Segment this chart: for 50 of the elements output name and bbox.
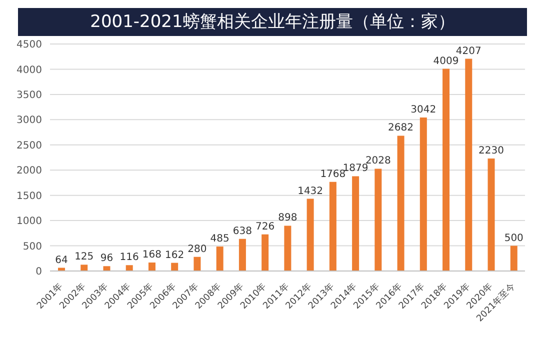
- data-label: 116: [120, 252, 139, 264]
- bar: [329, 182, 336, 271]
- bar: [420, 118, 427, 271]
- bar: [510, 246, 518, 271]
- data-label: 500: [504, 232, 524, 244]
- bar: [262, 234, 269, 271]
- data-label: 638: [232, 226, 252, 237]
- data-label: 1432: [298, 186, 324, 197]
- bar: [103, 266, 110, 271]
- data-label: 125: [74, 252, 94, 263]
- data-label: 898: [278, 212, 298, 224]
- data-label: 280: [188, 244, 207, 255]
- data-label: 96: [100, 253, 114, 264]
- y-tick-label: 2500: [16, 140, 42, 152]
- data-label: 162: [165, 250, 184, 261]
- data-label: 4207: [456, 46, 482, 57]
- bar: [306, 198, 314, 271]
- bar: [374, 168, 382, 271]
- data-label: 168: [142, 250, 162, 261]
- bar: [80, 264, 88, 271]
- data-label: 2230: [478, 146, 504, 157]
- bar: [238, 238, 246, 271]
- y-tick-label: 2000: [16, 166, 42, 177]
- bar: [148, 262, 156, 271]
- data-label: 485: [210, 234, 230, 245]
- bar: [194, 256, 201, 271]
- bar: [216, 246, 224, 271]
- bar: [465, 58, 472, 271]
- bar: [171, 262, 178, 271]
- bar: [397, 136, 404, 271]
- y-tick-label: 4000: [16, 64, 42, 76]
- data-label: 3042: [410, 104, 436, 116]
- y-tick-label: 0: [36, 266, 42, 278]
- bar: [126, 265, 133, 271]
- bar: [488, 158, 495, 271]
- data-label: 4009: [433, 56, 459, 67]
- chart-title: 2001-2021螃蟹相关企业年注册量（单位：家）: [18, 8, 527, 36]
- y-tick-label: 4500: [16, 40, 42, 51]
- y-tick-label: 1000: [16, 216, 42, 228]
- data-label: 64: [55, 254, 68, 266]
- data-label: 2682: [388, 122, 414, 134]
- bar: [284, 226, 292, 271]
- data-label: 1768: [320, 168, 346, 180]
- bar: [352, 176, 360, 271]
- y-tick-label: 3500: [16, 90, 42, 101]
- y-tick-label: 500: [22, 241, 42, 252]
- bar: [442, 68, 450, 271]
- y-tick-label: 1500: [16, 190, 42, 202]
- data-label: 726: [256, 221, 275, 232]
- y-tick-label: 3000: [16, 115, 42, 126]
